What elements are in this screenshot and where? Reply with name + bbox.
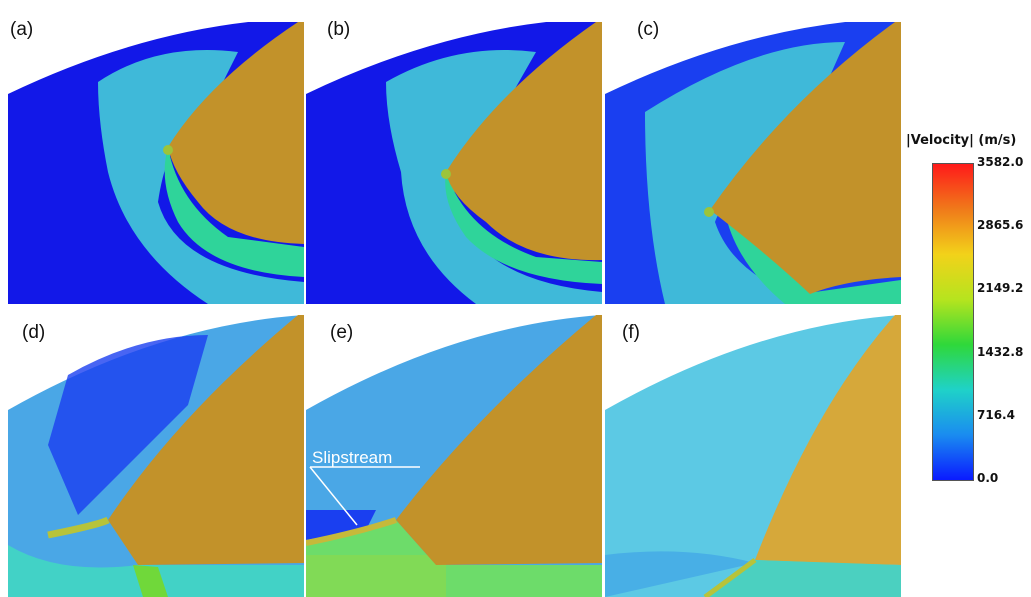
colorbar [932,163,974,481]
colorbar-tick-716: 716.4 [977,408,1015,422]
colorbar-tick-2865: 2865.6 [977,218,1024,232]
panel-b-label: (b) [327,19,351,40]
panel-c [605,22,901,304]
velocity-field-f [605,315,901,597]
colorbar-tick-1432: 1432.8 [977,345,1024,359]
panel-d [8,315,304,597]
velocity-field-d [8,315,304,597]
colorbar-tick-2149: 2149.2 [977,281,1024,295]
panel-c-label: (c) [637,19,660,40]
panel-b [306,22,602,304]
colorbar-tick-min: 0.0 [977,471,999,485]
panel-e-label: (e) [330,322,354,343]
slipstream-pointer [309,466,420,526]
panel-e [306,315,602,597]
panel-a-label: (a) [10,19,34,40]
colorbar-title: |Velocity| (m/s) [906,133,1017,148]
panel-f-label: (f) [622,322,640,343]
velocity-field-a [8,22,304,304]
velocity-field-c [605,22,901,304]
velocity-field-b [306,22,602,304]
colorbar-tick-max: 3582.0 [977,155,1024,169]
panel-a [8,22,304,304]
panel-d-label: (d) [22,322,46,343]
velocity-field-e [306,315,602,597]
slipstream-label: Slipstream [312,448,393,467]
panel-f [605,315,901,597]
